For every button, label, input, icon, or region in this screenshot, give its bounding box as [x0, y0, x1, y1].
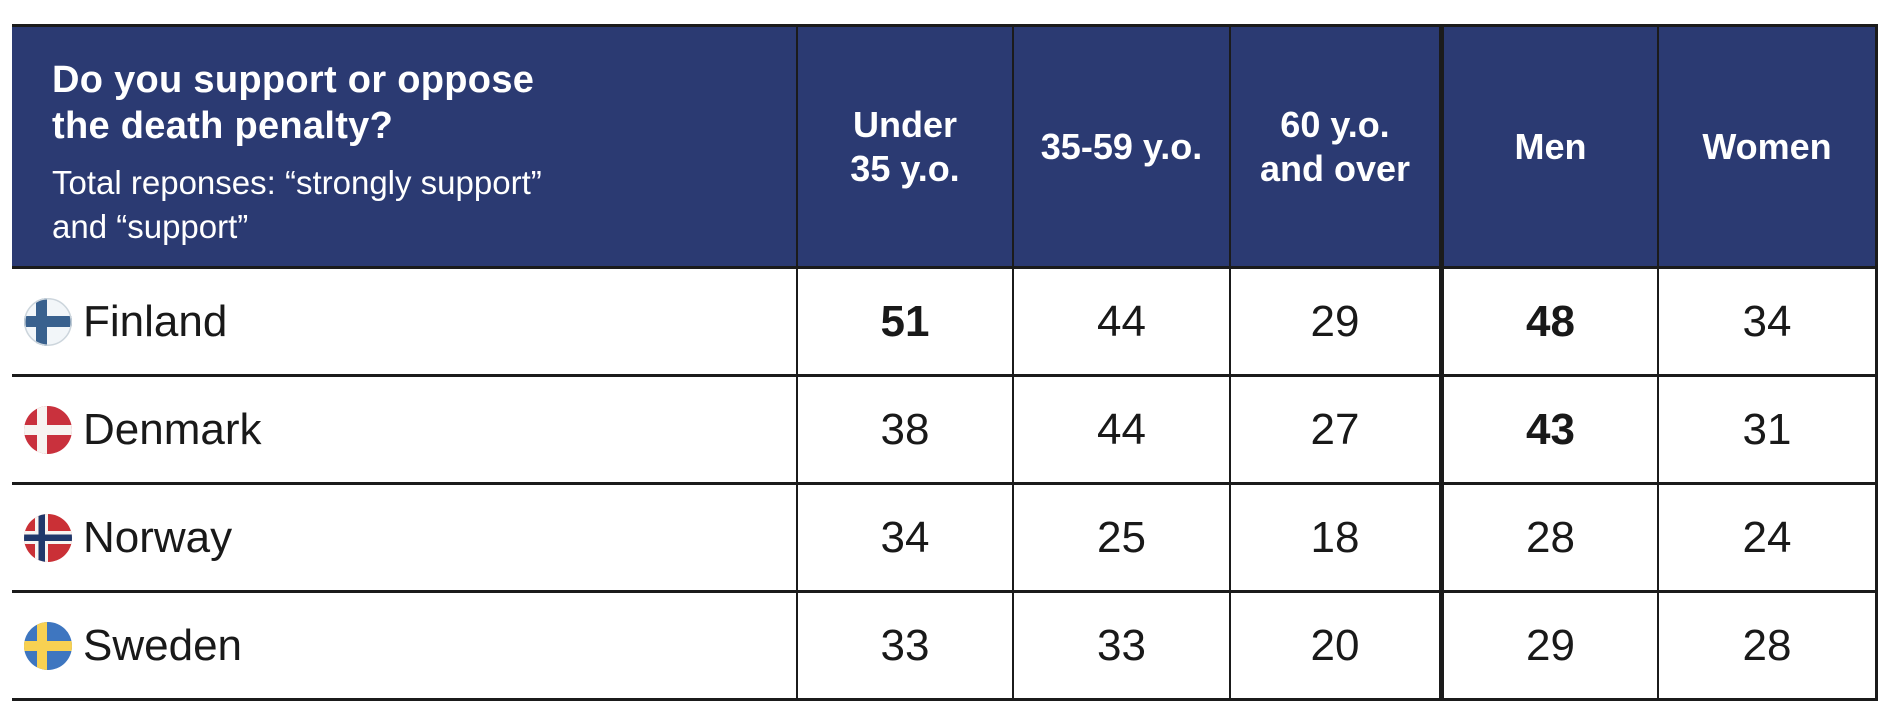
column-header-women: Women — [1659, 27, 1875, 266]
denmark-under-35-value: 38 — [798, 374, 1014, 482]
finland-men-value: 48 — [1444, 266, 1659, 374]
death-penalty-support-table: Do you support or oppose the death penal… — [12, 24, 1878, 701]
sweden-men-value: 29 — [1444, 590, 1659, 698]
norway-60-over-value: 18 — [1231, 482, 1444, 590]
sweden-60-over-value: 20 — [1231, 590, 1444, 698]
column-header-35-59: 35-59 y.o. — [1014, 27, 1231, 266]
finland-60-over-value: 29 — [1231, 266, 1444, 374]
sweden-flag-icon — [24, 621, 72, 670]
column-header-under-35: Under 35 y.o. — [798, 27, 1014, 266]
country-label-sweden: Sweden — [83, 620, 243, 670]
sweden-under-35-value: 33 — [798, 590, 1014, 698]
column-header-men: Men — [1444, 27, 1659, 266]
denmark-flag-icon — [24, 405, 72, 454]
question-header-cell: Do you support or oppose the death penal… — [12, 27, 798, 266]
finland-flag-icon — [24, 297, 72, 346]
finland-under-35-value: 51 — [798, 266, 1014, 374]
denmark-35-59-value: 44 — [1014, 374, 1231, 482]
country-cell-finland: Finland — [12, 266, 798, 374]
norway-under-35-value: 34 — [798, 482, 1014, 590]
norway-men-value: 28 — [1444, 482, 1659, 590]
norway-35-59-value: 25 — [1014, 482, 1231, 590]
finland-women-value: 34 — [1659, 266, 1875, 374]
sweden-35-59-value: 33 — [1014, 590, 1231, 698]
denmark-60-over-value: 27 — [1231, 374, 1444, 482]
norway-women-value: 24 — [1659, 482, 1875, 590]
norway-flag-icon — [24, 513, 72, 562]
question-title: Do you support or oppose the death penal… — [52, 59, 535, 147]
country-label-norway: Norway — [83, 512, 233, 562]
country-cell-denmark: Denmark — [12, 374, 798, 482]
column-header-60-over: 60 y.o. and over — [1231, 27, 1444, 266]
denmark-men-value: 43 — [1444, 374, 1659, 482]
finland-35-59-value: 44 — [1014, 266, 1231, 374]
country-cell-sweden: Sweden — [12, 590, 798, 698]
country-cell-norway: Norway — [12, 482, 798, 590]
question-subtitle: Total reponses: “strongly support” and “… — [52, 164, 542, 245]
country-label-finland: Finland — [83, 296, 228, 346]
sweden-women-value: 28 — [1659, 590, 1875, 698]
country-label-denmark: Denmark — [83, 404, 262, 454]
denmark-women-value: 31 — [1659, 374, 1875, 482]
